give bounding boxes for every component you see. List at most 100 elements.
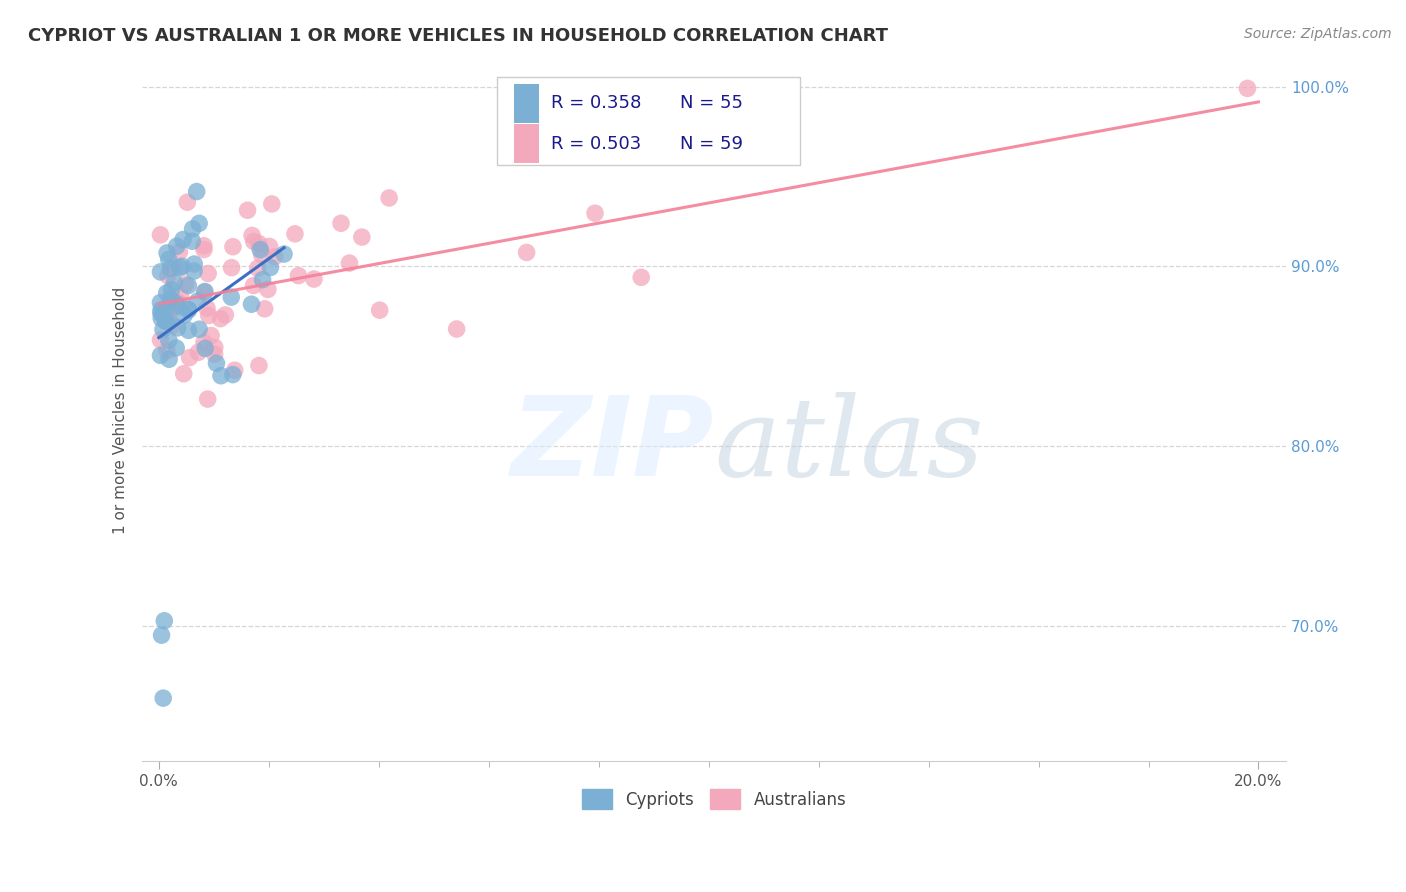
Point: [177, 278, 200, 293]
Point: [150, 628, 173, 642]
Point: [169, 289, 191, 303]
Point: [194, 342, 217, 356]
Point: [149, 306, 172, 320]
Point: [222, 368, 245, 382]
Point: [339, 256, 361, 270]
Point: [165, 300, 187, 314]
Point: [162, 318, 184, 333]
Point: [219, 290, 242, 304]
Point: [166, 294, 188, 309]
Point: [187, 345, 209, 359]
Point: [350, 230, 373, 244]
Point: [197, 392, 219, 406]
Point: [172, 233, 194, 247]
Point: [197, 309, 219, 323]
Point: [197, 267, 219, 281]
Point: [204, 340, 226, 354]
Point: [159, 261, 181, 276]
Point: [224, 363, 246, 377]
Point: [263, 250, 285, 264]
Point: [260, 197, 283, 211]
Point: [150, 311, 173, 326]
Point: [152, 691, 174, 706]
Point: [273, 247, 295, 261]
Point: [247, 236, 270, 251]
Point: [149, 348, 172, 362]
Point: [259, 239, 281, 253]
Text: atlas: atlas: [714, 392, 984, 500]
Y-axis label: 1 or more Vehicles in Household: 1 or more Vehicles in Household: [114, 286, 128, 534]
Point: [214, 308, 236, 322]
Point: [155, 314, 177, 328]
Point: [187, 294, 209, 309]
Point: [150, 302, 173, 317]
Point: [176, 195, 198, 210]
Point: [200, 328, 222, 343]
Point: [630, 270, 652, 285]
Point: [302, 272, 325, 286]
Point: [169, 244, 191, 259]
Point: [172, 298, 194, 312]
Point: [183, 264, 205, 278]
Point: [188, 322, 211, 336]
Point: [249, 243, 271, 257]
Point: [177, 323, 200, 337]
Point: [181, 222, 204, 236]
Point: [166, 299, 188, 313]
Text: N = 55: N = 55: [681, 95, 742, 112]
Point: [186, 185, 208, 199]
Point: [583, 206, 606, 220]
Point: [242, 278, 264, 293]
Point: [153, 614, 176, 628]
Text: R = 0.503: R = 0.503: [551, 135, 641, 153]
Point: [149, 265, 172, 279]
Point: [378, 191, 401, 205]
Point: [209, 368, 232, 383]
Point: [181, 234, 204, 248]
Point: [259, 260, 281, 275]
Point: [183, 257, 205, 271]
Point: [209, 311, 232, 326]
Point: [284, 227, 307, 241]
Point: [287, 268, 309, 283]
Point: [188, 216, 211, 230]
Point: [204, 347, 226, 361]
Point: [193, 285, 215, 300]
Point: [152, 322, 174, 336]
Point: [156, 343, 179, 358]
Bar: [515, 124, 538, 163]
Point: [166, 321, 188, 335]
Text: R = 0.358: R = 0.358: [551, 95, 641, 112]
Point: [195, 301, 218, 315]
Point: [243, 235, 266, 249]
Point: [149, 227, 172, 242]
Point: [159, 293, 181, 307]
Point: [173, 308, 195, 322]
Point: [157, 306, 180, 320]
Point: [174, 277, 197, 292]
Point: [252, 273, 274, 287]
Point: [149, 333, 172, 347]
Point: [240, 297, 263, 311]
Point: [160, 283, 183, 297]
Text: Source: ZipAtlas.com: Source: ZipAtlas.com: [1244, 27, 1392, 41]
Point: [247, 359, 270, 373]
Point: [157, 333, 180, 347]
Point: [516, 245, 538, 260]
Point: [157, 252, 180, 267]
Bar: [515, 84, 538, 122]
Point: [246, 261, 269, 276]
Point: [257, 282, 280, 296]
Point: [173, 367, 195, 381]
Point: [330, 216, 353, 230]
Point: [193, 243, 215, 257]
Point: [193, 239, 215, 253]
Point: [446, 322, 468, 336]
Point: [157, 313, 180, 327]
Point: [222, 240, 245, 254]
Text: ZIP: ZIP: [510, 392, 714, 499]
Point: [253, 301, 276, 316]
Point: [165, 341, 187, 355]
FancyBboxPatch shape: [496, 77, 800, 165]
Text: N = 59: N = 59: [681, 135, 742, 153]
